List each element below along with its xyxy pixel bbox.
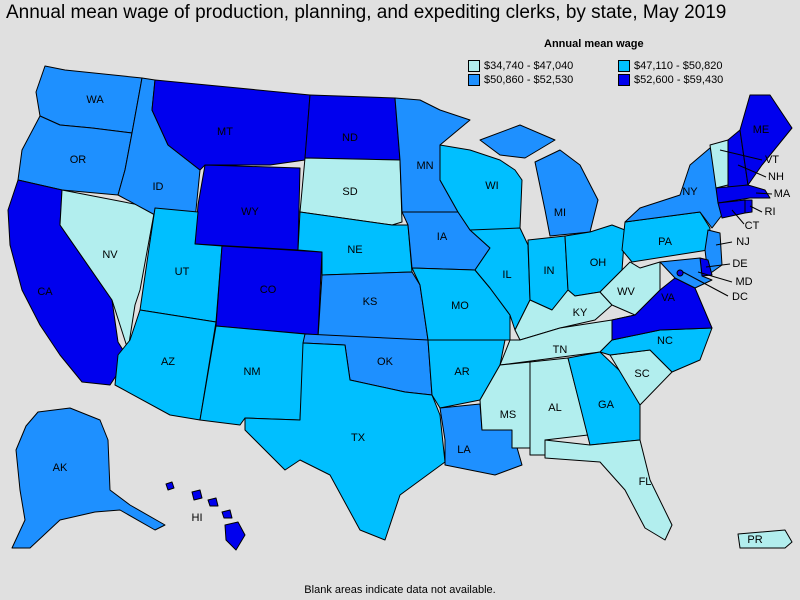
state-hi[interactable] xyxy=(165,481,246,551)
legend-label: $47,110 - $50,820 xyxy=(634,60,723,72)
state-az[interactable] xyxy=(114,309,217,421)
label-wi: WI xyxy=(485,180,498,192)
legend-item-3: $50,860 - $52,530 xyxy=(468,74,618,86)
label-or: OR xyxy=(70,154,87,166)
label-ut: UT xyxy=(175,266,190,278)
label-ma: MA xyxy=(774,188,791,200)
label-mt: MT xyxy=(217,126,233,138)
label-tx: TX xyxy=(351,432,366,444)
label-nv: NV xyxy=(102,249,118,261)
label-mi: MI xyxy=(554,207,566,219)
state-pr[interactable] xyxy=(737,529,793,549)
page-title: Annual mean wage of production, planning… xyxy=(6,2,727,23)
legend-label: $50,860 - $52,530 xyxy=(484,74,574,86)
label-in: IN xyxy=(544,265,555,277)
label-az: AZ xyxy=(161,356,175,368)
label-wy: WY xyxy=(241,206,259,218)
footnote: Blank areas indicate data not available. xyxy=(304,584,496,596)
legend-item-2: $47,110 - $50,820 xyxy=(618,60,768,72)
label-pa: PA xyxy=(658,236,673,248)
label-nm: NM xyxy=(243,366,260,378)
label-id: ID xyxy=(153,181,164,193)
label-la: LA xyxy=(457,444,471,456)
label-sd: SD xyxy=(342,186,357,198)
state-sd[interactable] xyxy=(299,157,403,226)
legend-title: Annual mean wage xyxy=(544,38,644,50)
legend-label: $52,600 - $59,430 xyxy=(634,74,724,86)
label-mo: MO xyxy=(451,300,469,312)
label-ri: RI xyxy=(765,206,776,218)
state-ny[interactable] xyxy=(624,147,723,229)
label-nh: NH xyxy=(768,171,784,183)
label-ny: NY xyxy=(682,186,698,198)
label-nj: NJ xyxy=(736,236,749,248)
label-ky: KY xyxy=(573,307,588,319)
label-vt: VT xyxy=(765,154,779,166)
label-wv: WV xyxy=(617,286,635,298)
state-me[interactable] xyxy=(739,94,793,186)
label-ca: CA xyxy=(37,286,53,298)
label-tn: TN xyxy=(553,344,568,356)
callout-lines xyxy=(682,149,773,297)
legend-item-1: $34,740 - $47,040 xyxy=(468,60,618,72)
label-oh: OH xyxy=(590,257,607,269)
label-md: MD xyxy=(735,276,752,288)
state-fl[interactable] xyxy=(544,439,673,541)
legend-label: $34,740 - $47,040 xyxy=(484,60,574,72)
label-mn: MN xyxy=(416,160,433,172)
state-ak[interactable] xyxy=(11,407,166,549)
state-labels: WA OR CA NV ID MT WY UT AZ CO NM ND SD N… xyxy=(37,94,791,546)
label-al: AL xyxy=(548,402,561,414)
label-ks: KS xyxy=(363,296,378,308)
legend: Annual mean wage $34,740 - $47,040 $47,1… xyxy=(468,38,768,86)
label-ms: MS xyxy=(500,409,517,421)
label-ok: OK xyxy=(377,356,394,368)
state-dc[interactable] xyxy=(676,269,684,277)
label-dc: DC xyxy=(732,291,748,303)
label-ga: GA xyxy=(598,399,615,411)
legend-swatch xyxy=(618,74,630,86)
legend-swatch xyxy=(468,74,480,86)
label-ak: AK xyxy=(53,462,68,474)
label-ia: IA xyxy=(437,231,448,243)
label-sc: SC xyxy=(634,368,649,380)
state-ri[interactable] xyxy=(744,199,753,214)
label-wa: WA xyxy=(86,94,104,106)
state-mi[interactable] xyxy=(479,124,599,237)
label-fl: FL xyxy=(639,476,652,488)
label-nd: ND xyxy=(342,132,358,144)
legend-swatch xyxy=(618,60,630,72)
label-me: ME xyxy=(753,124,770,136)
label-nc: NC xyxy=(657,335,673,347)
label-ct: CT xyxy=(745,220,760,232)
label-ar: AR xyxy=(454,366,469,378)
label-il: IL xyxy=(502,269,511,281)
state-nd[interactable] xyxy=(304,94,401,161)
label-va: VA xyxy=(661,292,676,304)
label-ne: NE xyxy=(347,244,362,256)
state-tx[interactable] xyxy=(244,342,446,541)
label-hi: HI xyxy=(192,512,203,524)
state-il[interactable] xyxy=(469,227,531,331)
label-pr: PR xyxy=(747,534,762,546)
label-co: CO xyxy=(260,284,277,296)
legend-item-4: $52,600 - $59,430 xyxy=(618,74,768,86)
label-de: DE xyxy=(732,258,747,270)
state-ct[interactable] xyxy=(717,199,746,219)
legend-swatch xyxy=(468,60,480,72)
